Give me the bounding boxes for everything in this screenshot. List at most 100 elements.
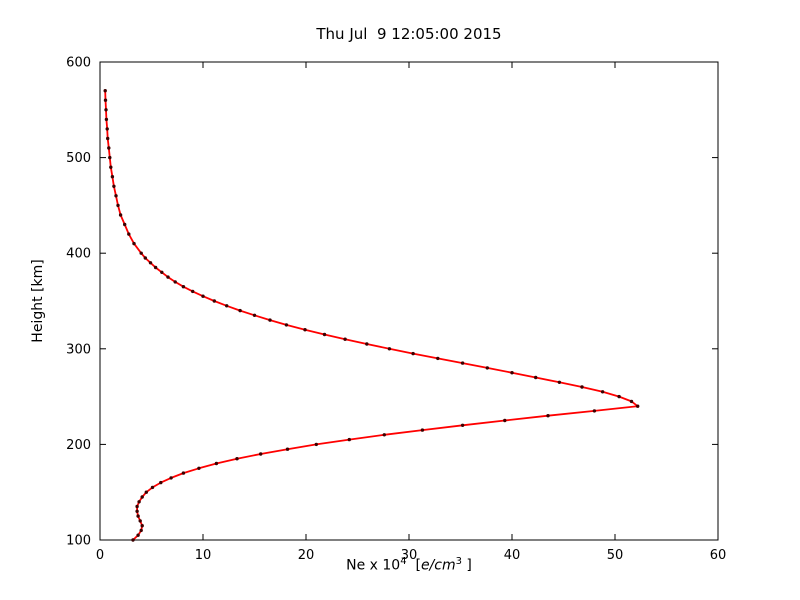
x-axis-label-bracket: [	[406, 557, 421, 574]
data-point-marker	[600, 390, 605, 394]
chart-title: Thu Jul 9 12:05:00 2015	[316, 25, 502, 43]
axes-frame	[99, 61, 719, 541]
data-point-marker	[166, 275, 170, 279]
x-tick-label: 40	[504, 548, 521, 563]
data-point-marker	[127, 232, 131, 236]
data-point-marker	[411, 351, 415, 356]
data-point-marker	[169, 476, 173, 480]
data-point-marker	[460, 423, 465, 427]
data-point-marker	[365, 342, 369, 346]
x-axis-label-units: e/cm	[420, 557, 456, 574]
data-point-marker	[503, 418, 507, 423]
data-point-marker	[148, 261, 153, 265]
data-point-marker	[136, 533, 140, 537]
data-point-marker	[259, 452, 263, 456]
y-tick-label: 600	[66, 56, 91, 71]
data-point-marker	[138, 519, 142, 523]
data-point-marker	[103, 89, 107, 93]
y-tick-label: 100	[66, 534, 91, 549]
x-axis-label-units-exponent: 3	[455, 556, 462, 567]
x-axis-label-exponent: 4	[400, 556, 407, 567]
x-axis-label-bracket-close: ]	[461, 557, 472, 574]
data-point-marker	[131, 538, 135, 542]
data-point-marker	[103, 98, 108, 102]
data-point-marker	[534, 375, 538, 380]
data-point-marker	[460, 361, 465, 365]
x-tick-label: 20	[298, 548, 315, 563]
data-point-marker	[140, 524, 144, 528]
data-point-marker	[284, 323, 289, 327]
y-tick-label: 300	[66, 342, 91, 357]
data-point-marker	[343, 337, 347, 341]
data-point-marker	[347, 437, 351, 442]
data-point-marker	[159, 480, 163, 485]
data-point-marker	[150, 485, 155, 490]
data-point-marker	[212, 299, 216, 303]
x-axis-label-text: Ne x 10	[346, 557, 401, 574]
data-point-marker	[143, 256, 147, 260]
data-point-marker	[592, 409, 597, 413]
data-point-marker	[580, 385, 584, 389]
data-point-marker	[191, 289, 195, 294]
data-point-marker	[436, 356, 440, 361]
data-point-marker	[135, 509, 139, 513]
data-point-marker	[106, 136, 110, 141]
data-point-marker	[160, 270, 164, 274]
data-point-marker	[225, 304, 229, 308]
y-tick-label: 500	[66, 151, 91, 166]
x-tick-label: 50	[607, 548, 624, 563]
data-point-marker	[322, 332, 327, 337]
data-point-marker	[617, 394, 621, 399]
x-tick-label: 60	[710, 548, 727, 563]
x-tick-label: 30	[401, 548, 418, 563]
data-point-marker	[303, 328, 307, 332]
data-point-marker	[238, 308, 242, 313]
data-point-marker	[105, 127, 109, 131]
data-point-marker	[144, 490, 148, 494]
data-point-marker	[116, 203, 120, 208]
data-point-marker	[636, 404, 640, 408]
data-point-marker	[629, 399, 634, 404]
data-point-marker	[136, 514, 140, 518]
x-axis-label: Ne x 104 [e/cm3 ]	[100, 556, 718, 574]
data-point-marker	[214, 461, 219, 466]
data-point-marker	[181, 285, 186, 289]
data-point-marker	[109, 165, 113, 169]
data-point-marker	[557, 380, 562, 384]
data-point-marker	[181, 471, 186, 475]
y-tick-label: 200	[66, 438, 91, 453]
data-point-marker	[153, 265, 158, 270]
data-point-marker	[104, 108, 108, 112]
data-point-marker	[112, 184, 116, 188]
data-point-marker	[201, 294, 205, 298]
data-point-marker	[510, 371, 514, 375]
data-point-marker	[139, 528, 143, 533]
data-point-marker	[140, 495, 144, 499]
data-point-marker	[110, 175, 115, 179]
data-point-marker	[132, 241, 136, 246]
data-point-marker	[135, 504, 139, 509]
data-point-marker	[107, 146, 111, 150]
data-point-marker	[108, 155, 112, 160]
data-point-marker	[173, 280, 177, 284]
data-point-marker	[420, 428, 425, 432]
data-point-marker	[252, 313, 257, 317]
x-tick-label: 0	[96, 548, 104, 563]
data-point-marker	[382, 433, 386, 437]
data-point-marker	[139, 251, 143, 255]
ne-profile-line	[104, 89, 639, 541]
data-point-marker	[546, 414, 550, 418]
data-point-marker	[137, 500, 141, 504]
y-tick-label: 400	[66, 247, 91, 262]
data-point-marker	[285, 447, 290, 451]
data-point-marker	[123, 222, 127, 227]
data-point-marker	[235, 457, 239, 461]
x-tick-label: 10	[195, 548, 212, 563]
data-point-marker	[197, 466, 201, 470]
data-point-marker	[104, 117, 109, 122]
data-point-marker	[118, 213, 123, 217]
data-point-marker	[114, 194, 118, 198]
data-point-marker	[268, 318, 272, 322]
